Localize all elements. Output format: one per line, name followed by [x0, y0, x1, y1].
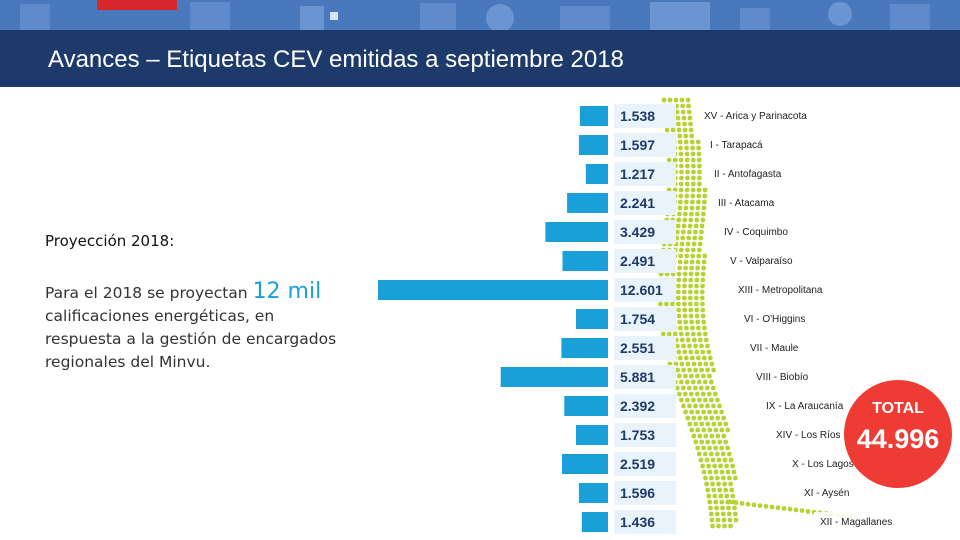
region-label-box-10: [750, 367, 845, 385]
total-value: 44.996: [856, 424, 940, 454]
value-label-10: 5.881: [620, 369, 655, 385]
total-label: TOTAL: [872, 400, 924, 417]
region-label-box-14: [798, 483, 874, 501]
region-label-box-6: [724, 251, 825, 269]
region-label-box-9: [744, 338, 827, 356]
bar-1: [579, 106, 608, 126]
region-label-1: XV - Arica y Parinacota: [704, 111, 807, 122]
bar-5: [545, 222, 608, 242]
value-box-12: [614, 423, 676, 447]
projection-intro: Para el 2018 se proyectan: [45, 284, 248, 302]
value-label-11: 2.392: [620, 398, 655, 414]
bar-7: [378, 280, 608, 300]
region-label-6: V - Valparaíso: [730, 256, 793, 267]
region-label-10: VIII - Biobío: [756, 372, 809, 383]
value-label-3: 1.217: [620, 166, 655, 182]
region-label-box-7: [732, 280, 870, 298]
value-label-9: 2.551: [620, 340, 655, 356]
value-box-5: [614, 220, 676, 244]
region-label-box-3: [708, 164, 822, 182]
bar-15: [581, 512, 608, 532]
bar-14: [578, 483, 608, 503]
projection-body: calificaciones energéticas, en respuesta…: [45, 307, 337, 371]
region-label-box-2: [704, 135, 793, 153]
value-label-4: 2.241: [620, 195, 655, 211]
value-box-3: [614, 162, 676, 186]
bar-12: [576, 425, 608, 445]
value-label-2: 1.597: [620, 137, 655, 153]
region-label-5: IV - Coquimbo: [724, 227, 788, 238]
value-box-10: [614, 365, 676, 389]
value-box-11: [614, 394, 676, 418]
region-label-11: IX - La Araucanía: [766, 401, 844, 412]
total-badge: TOTAL 44.996: [844, 380, 952, 488]
region-label-2: I - Tarapacá: [710, 140, 763, 151]
bar-2: [578, 135, 608, 155]
region-label-8: VI - O'Higgins: [744, 314, 805, 325]
region-label-box-5: [718, 222, 813, 240]
region-label-7: XIII - Metropolitana: [738, 285, 823, 296]
value-box-13: [614, 452, 676, 476]
value-box-7: [614, 278, 676, 302]
value-label-15: 1.436: [620, 514, 655, 530]
value-box-14: [614, 481, 676, 505]
region-label-4: III - Atacama: [718, 198, 775, 209]
region-label-15: XII - Magallanes: [820, 517, 892, 528]
value-label-5: 3.429: [620, 224, 655, 240]
value-box-1: [614, 104, 676, 128]
brand-red-tab: [97, 0, 177, 10]
value-label-13: 2.519: [620, 456, 655, 472]
value-label-6: 2.491: [620, 253, 655, 269]
value-label-7: 12.601: [620, 282, 663, 298]
value-box-15: [614, 510, 676, 534]
bar-4: [567, 193, 608, 213]
bar-3: [585, 164, 608, 184]
value-box-8: [614, 307, 676, 331]
value-box-6: [614, 249, 676, 273]
bar-6: [562, 251, 608, 271]
value-box-4: [614, 191, 676, 215]
projection-highlight: 12 mil: [252, 279, 322, 304]
value-box-2: [614, 133, 676, 157]
region-label-box-4: [712, 193, 807, 211]
region-label-9: VII - Maule: [750, 343, 799, 354]
bar-13: [562, 454, 608, 474]
value-label-1: 1.538: [620, 108, 655, 124]
region-label-3: II - Antofagasta: [714, 169, 782, 180]
page-title: Avances – Etiquetas CEV emitidas a septi…: [48, 46, 624, 73]
region-label-box-15: [814, 512, 928, 530]
region-label-box-1: [698, 106, 855, 124]
region-label-13: X - Los Lagos: [792, 459, 854, 470]
value-label-8: 1.754: [620, 311, 655, 327]
region-label-box-8: [738, 309, 839, 327]
value-label-12: 1.753: [620, 427, 655, 443]
region-label-12: XIV - Los Ríos: [776, 430, 840, 441]
value-box-9: [614, 336, 676, 360]
bar-11: [564, 396, 608, 416]
bar-9: [561, 338, 608, 358]
projection-text: Para el 2018 se proyectan 12 mil calific…: [45, 280, 345, 374]
bar-10: [500, 367, 608, 387]
projection-heading: Proyección 2018:: [45, 232, 175, 250]
value-label-14: 1.596: [620, 485, 655, 501]
region-label-14: XI - Aysén: [804, 488, 849, 499]
bar-8: [576, 309, 608, 329]
title-bar: [0, 30, 960, 87]
